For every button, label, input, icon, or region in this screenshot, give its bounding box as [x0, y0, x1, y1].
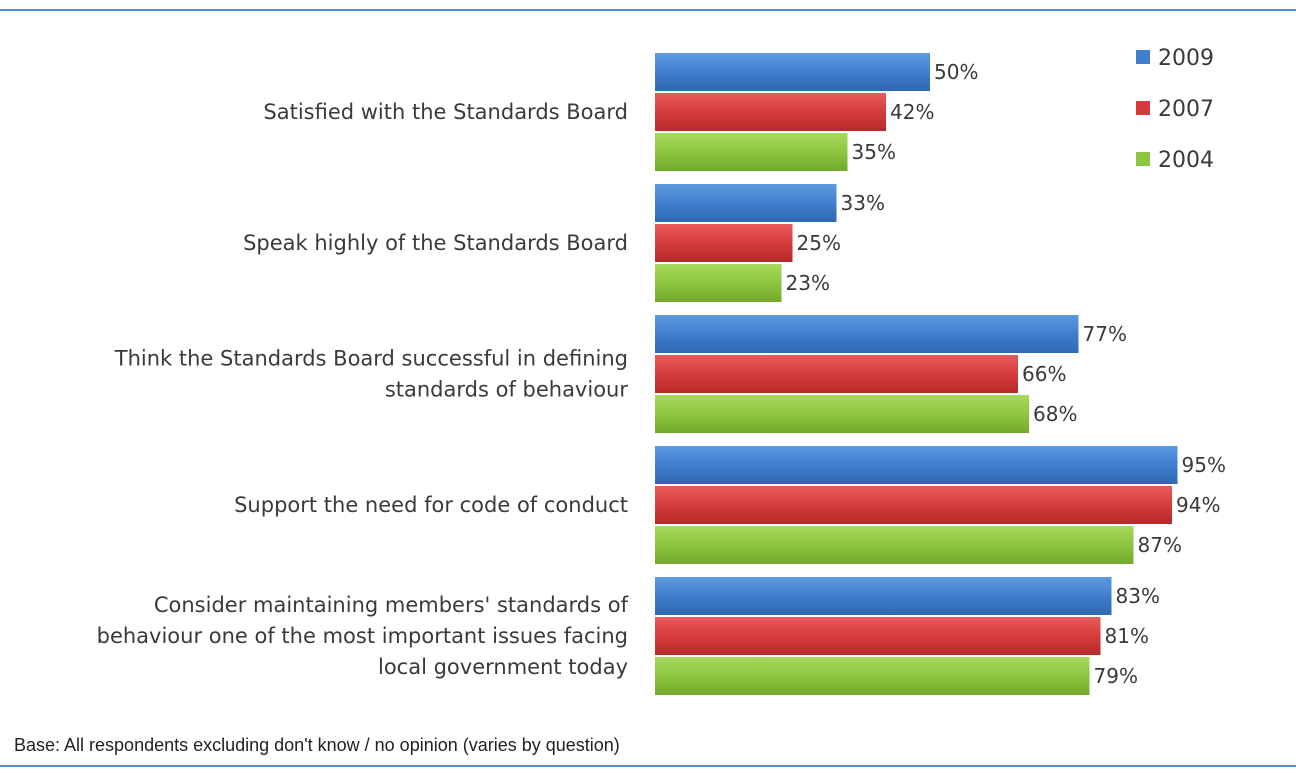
- legend: 2009 2007 2004: [1136, 46, 1214, 173]
- category-labels: Satisfied with the Standards Board Speak …: [97, 100, 629, 679]
- bar-2009-cat-2: [655, 184, 837, 222]
- bar-2007-cat-3: [655, 355, 1018, 393]
- bars-layer: 50%42% 35% 33%25% 23% 77% 66% 68% 95% 94% 87% 83% 8…: [655, 53, 1226, 695]
- bar-2004-cat-5: [655, 657, 1090, 695]
- data-label-2009-cat-3: 77%: [1083, 322, 1127, 346]
- data-label-2009-cat-5: 83%: [1116, 584, 1160, 608]
- data-label-2007-cat-3: 66%: [1022, 362, 1066, 386]
- bar-2007-cat-1: [655, 93, 886, 131]
- legend-swatch-2004: [1136, 152, 1150, 166]
- bar-2007-cat-4: [655, 486, 1172, 524]
- data-label-2004-cat-4: 87%: [1138, 533, 1182, 557]
- legend-label-2009: 2009: [1158, 46, 1214, 71]
- category-label-5-line-3: local government today: [378, 655, 628, 679]
- data-label-2009-cat-1: 50%: [934, 60, 978, 84]
- bar-2009-cat-1: [655, 53, 930, 91]
- data-label-2004-cat-3: 68%: [1033, 402, 1077, 426]
- category-label-3-line-2: standards of behaviour: [385, 378, 629, 402]
- data-label-2007-cat-2: 25%: [797, 231, 841, 255]
- data-label-2009-cat-4: 95%: [1182, 453, 1226, 477]
- data-label-2007-cat-5: 81%: [1105, 624, 1149, 648]
- top-rule: [0, 9, 1296, 11]
- category-label-5-line-1: Consider maintaining members' standards …: [154, 593, 629, 617]
- category-label-4-line-1: Support the need for code of conduct: [234, 493, 628, 517]
- category-label-3-line-1: Think the Standards Board successful in …: [114, 347, 628, 371]
- data-label-2007-cat-4: 94%: [1176, 493, 1220, 517]
- legend-swatch-2007: [1136, 101, 1150, 115]
- bar-2004-cat-1: [655, 133, 848, 171]
- data-label-2007-cat-1: 42%: [890, 100, 934, 124]
- bottom-rule: [0, 765, 1296, 767]
- bar-2007-cat-5: [655, 617, 1101, 655]
- category-label-1-line-1: Satisfied with the Standards Board: [263, 100, 628, 124]
- footnote: Base: All respondents excluding don't kn…: [14, 735, 620, 755]
- data-label-2004-cat-2: 23%: [786, 271, 830, 295]
- data-label-2009-cat-2: 33%: [841, 191, 885, 215]
- legend-label-2007: 2007: [1158, 97, 1214, 122]
- bar-2004-cat-4: [655, 526, 1134, 564]
- data-label-2004-cat-1: 35%: [852, 140, 896, 164]
- category-label-5-line-2: behaviour one of the most important issu…: [97, 624, 628, 648]
- category-label-2-line-1: Speak highly of the Standards Board: [243, 231, 628, 255]
- data-label-2004-cat-5: 79%: [1094, 664, 1138, 688]
- bar-2009-cat-3: [655, 315, 1079, 353]
- legend-swatch-2009: [1136, 50, 1150, 64]
- bar-2007-cat-2: [655, 224, 793, 262]
- bar-2004-cat-2: [655, 264, 782, 302]
- bar-2004-cat-3: [655, 395, 1029, 433]
- bar-2009-cat-5: [655, 577, 1112, 615]
- bar-2009-cat-4: [655, 446, 1178, 484]
- legend-label-2004: 2004: [1158, 148, 1214, 173]
